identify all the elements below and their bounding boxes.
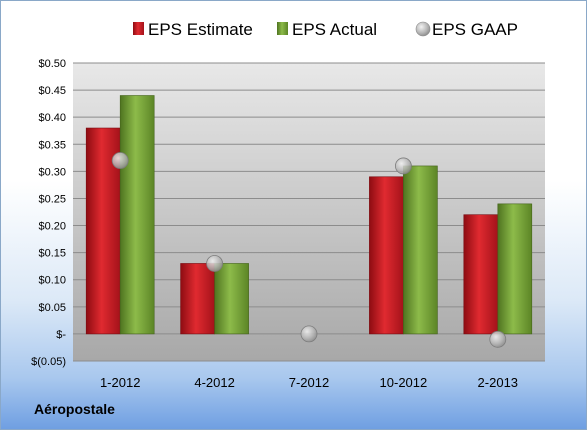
estimate-bar: [180, 263, 215, 335]
gaap-points: [111, 152, 507, 348]
y-tick-label: $(0.05): [31, 356, 66, 368]
legend-label-estimate: EPS Estimate: [148, 20, 253, 39]
x-tick-label: 10-2012: [380, 375, 428, 390]
bars: [85, 95, 533, 335]
y-tick-label: $0.45: [38, 85, 66, 97]
actual-bar: [497, 203, 533, 335]
y-tick-label: $0.35: [38, 139, 66, 151]
legend-swatch-estimate: [133, 22, 144, 35]
x-axis: 1-2012 4-2012 7-2012 10-2012 2-2013: [100, 375, 518, 390]
actual-bar: [403, 165, 438, 335]
estimate-bar: [369, 176, 404, 335]
y-tick-label: $0.50: [38, 58, 66, 70]
y-tick-label: $0.20: [38, 221, 66, 233]
company-label: Aéropostale: [34, 401, 115, 417]
gaap-point: [489, 330, 507, 348]
gaap-point: [300, 325, 318, 343]
y-tick-label: $0.05: [38, 302, 66, 314]
legend-label-gaap: EPS GAAP: [432, 20, 518, 39]
x-tick-label: 7-2012: [289, 375, 329, 390]
estimate-bar: [463, 214, 499, 335]
y-tick-label: $0.40: [38, 112, 66, 124]
gaap-point: [206, 255, 224, 272]
y-tick-label: $-: [56, 329, 66, 341]
y-tick-label: $0.30: [38, 166, 66, 178]
y-tick-label: $0.10: [38, 275, 66, 287]
actual-bar: [214, 263, 249, 335]
legend-label-actual: EPS Actual: [292, 20, 377, 39]
y-axis: $0.50 $0.45 $0.40 $0.35 $0.30 $0.25 $0.20 $0.15…: [31, 58, 66, 368]
x-tick-label: 1-2012: [100, 375, 140, 390]
gaap-point: [111, 152, 129, 169]
y-tick-label: $0.15: [38, 248, 66, 260]
legend: EPS Estimate EPS Actual EPS GAAP: [133, 20, 518, 39]
y-tick-label: $0.25: [38, 193, 66, 205]
actual-bar: [119, 95, 155, 335]
x-tick-label: 4-2012: [194, 375, 234, 390]
legend-swatch-actual: [277, 22, 288, 35]
gaap-point: [394, 157, 412, 175]
x-tick-label: 2-2013: [478, 375, 518, 390]
legend-swatch-gaap: [415, 21, 431, 37]
